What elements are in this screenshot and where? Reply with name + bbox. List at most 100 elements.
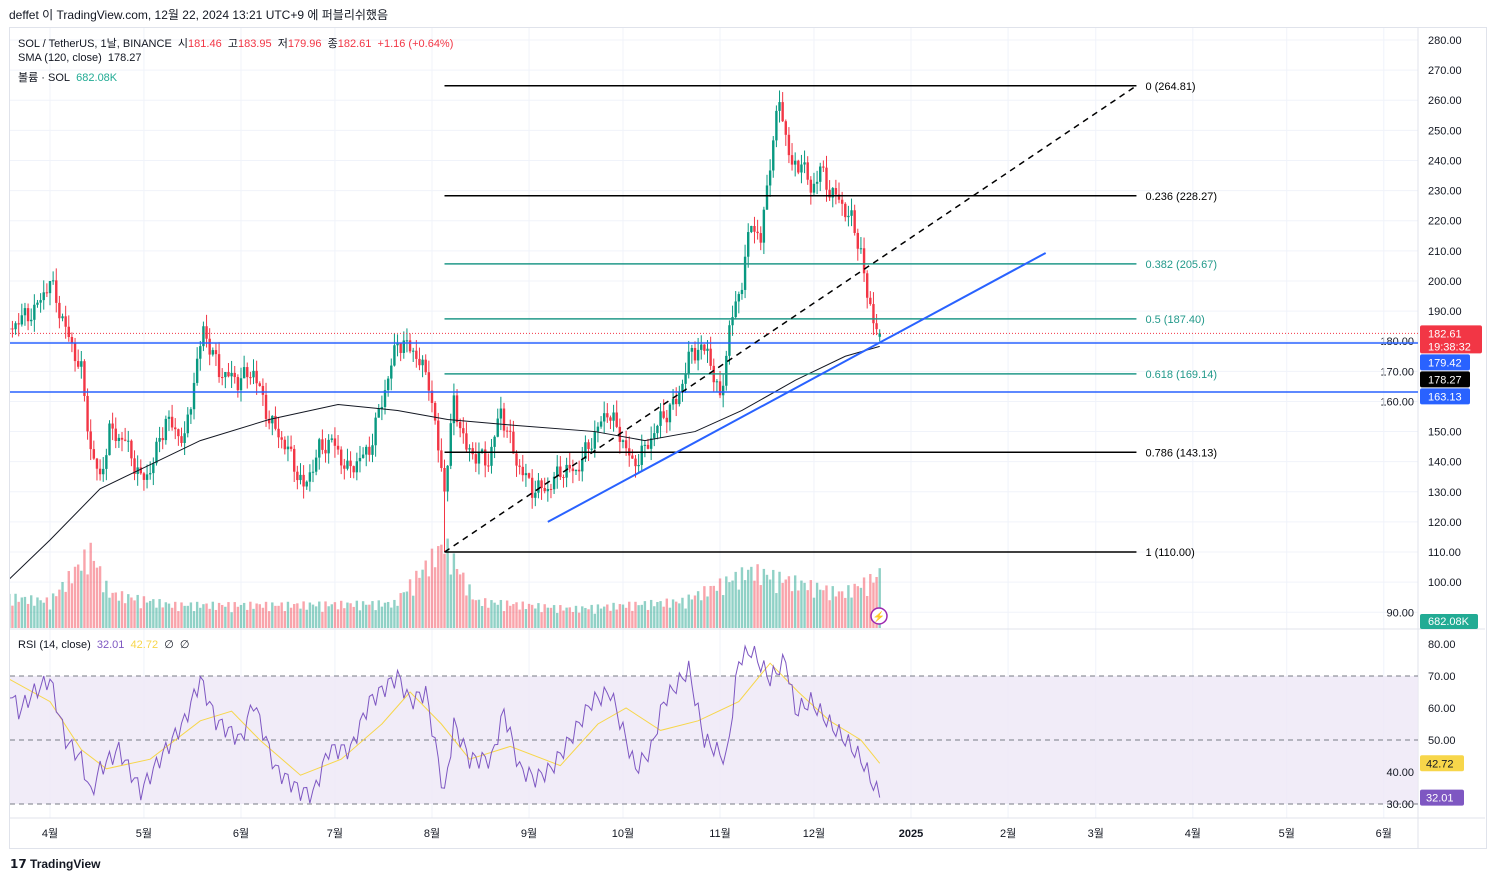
candle: [111, 423, 114, 429]
candle: [487, 465, 490, 467]
time-axis-label: 8월: [424, 827, 440, 840]
volume-bar: [649, 599, 653, 628]
volume-bar: [484, 598, 487, 628]
candle: [305, 481, 308, 487]
volume-bar: [202, 604, 205, 628]
candle: [562, 477, 565, 479]
price-axis-label: 260.00: [1428, 95, 1462, 107]
volume-bar: [765, 574, 769, 628]
candle: [51, 280, 55, 282]
volume-bar: [418, 577, 421, 628]
candle: [433, 402, 437, 421]
candle: [775, 110, 778, 141]
volume-bar: [349, 603, 352, 628]
fib-level-label: 0 (264.81): [1145, 81, 1195, 93]
volume-bar: [844, 597, 847, 628]
candle: [477, 452, 481, 464]
candle: [211, 350, 215, 355]
price-axis-label: 90.00: [1386, 607, 1414, 619]
volume-bar: [709, 585, 712, 628]
tradingview-logo[interactable]: 𝟭𝟳 TradingView: [10, 857, 101, 871]
candle: [390, 365, 393, 379]
candle: [653, 433, 656, 439]
volume-bar: [377, 600, 380, 628]
rsi-tag-value: 42.72: [1426, 758, 1454, 770]
volume-bar: [324, 601, 327, 628]
candle: [493, 436, 496, 447]
candle: [631, 455, 634, 459]
rsi-tag-value: 32.01: [1426, 793, 1454, 805]
volume-bar: [427, 576, 431, 628]
volume-bar: [33, 605, 36, 628]
volume-tag: [1420, 614, 1478, 629]
volume-bar: [743, 580, 747, 628]
candle: [753, 226, 756, 232]
volume-bar: [177, 611, 180, 628]
volume-bar: [631, 610, 634, 628]
candle: [640, 445, 643, 465]
volume-bar: [502, 611, 506, 628]
candle: [440, 450, 443, 469]
price-pane: [10, 85, 1418, 628]
candle: [271, 415, 274, 424]
volume-bar: [590, 604, 593, 628]
volume-bar: [806, 590, 809, 628]
volume-bar: [252, 608, 255, 628]
volume-bar: [515, 602, 518, 628]
candle: [765, 185, 769, 210]
candle: [199, 346, 202, 359]
candle: [509, 430, 512, 432]
candle: [484, 449, 487, 466]
candle: [668, 404, 672, 423]
lightning-icon: [870, 607, 888, 625]
candle: [596, 426, 600, 432]
candle: [706, 348, 709, 351]
candle: [396, 343, 399, 346]
volume-bar: [264, 601, 268, 628]
volume-bar: [224, 606, 227, 628]
price-tag-value: 182.61: [1428, 328, 1462, 340]
volume-bar: [512, 604, 515, 628]
candle: [133, 458, 136, 475]
candle: [355, 461, 359, 473]
logo-text: TradingView: [30, 857, 101, 871]
price-tag-value: 179.42: [1428, 357, 1462, 369]
close-value: 182.61: [337, 38, 372, 50]
time-axis-label: 9월: [521, 827, 537, 840]
candle: [737, 294, 741, 302]
volume-bar: [549, 607, 553, 628]
candle: [261, 385, 265, 395]
candle: [267, 418, 271, 424]
volume-bar: [493, 602, 496, 628]
fib-level-label: 0.5 (187.40): [1145, 314, 1204, 326]
sma-legend[interactable]: SMA (120, close) 178.27: [18, 52, 142, 64]
rsi-legend[interactable]: RSI (14, close) 32.01 42.72 ∅ ∅: [18, 638, 190, 651]
volume-bar: [756, 564, 759, 628]
volume-bar: [772, 569, 775, 628]
volume-bar: [277, 605, 280, 628]
candle: [393, 345, 396, 366]
volume-bar: [872, 582, 875, 628]
candle: [837, 194, 841, 200]
candle: [108, 423, 111, 456]
symbol-title[interactable]: SOL / TetherUS, 1날, BINANCE: [18, 38, 172, 50]
candle: [148, 473, 152, 475]
candle: [731, 317, 734, 326]
volume-bar: [812, 597, 816, 628]
volume-bar: [330, 604, 333, 628]
volume-bar: [530, 604, 534, 628]
volume-legend[interactable]: 볼륨 · SOL 682.08K: [18, 69, 117, 85]
candle: [167, 416, 171, 419]
candle: [865, 273, 869, 298]
rsi-line: [10, 644, 881, 804]
candle: [565, 464, 568, 478]
candle: [693, 347, 697, 361]
candle: [411, 350, 415, 352]
volume-bar: [246, 609, 249, 628]
rsi-label: RSI (14, close): [18, 639, 91, 651]
candle: [530, 477, 534, 498]
candle: [289, 446, 293, 449]
volume-bar: [859, 587, 863, 628]
volume-bar: [675, 601, 678, 628]
